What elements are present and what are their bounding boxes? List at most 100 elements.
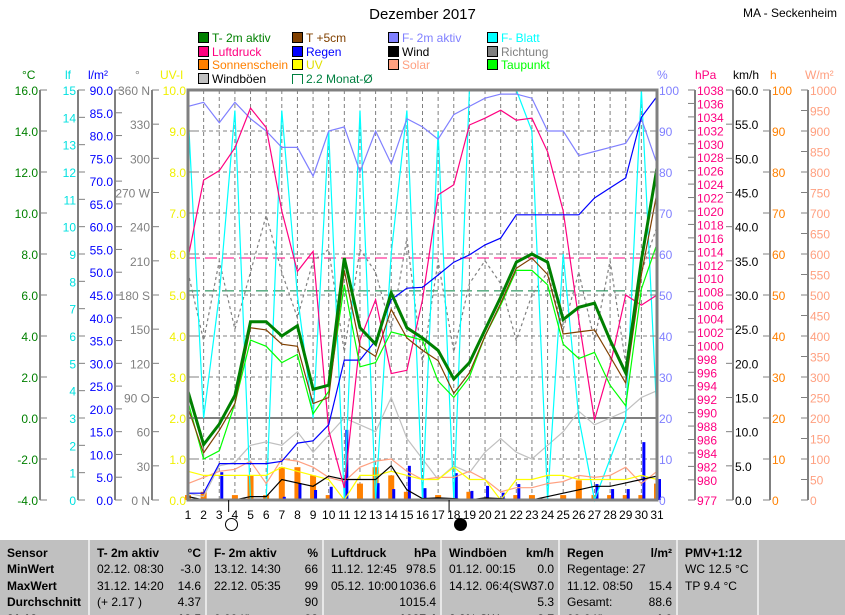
row-value: 5.3 <box>537 595 554 609</box>
axis-tick-label-wind: 20.0 <box>735 357 759 371</box>
axis-tick-label-rain: 30.0 <box>90 357 114 371</box>
legend-label: Solar <box>402 58 431 72</box>
row-label: 31.12. <box>7 611 40 615</box>
row-value: 1036.6 <box>399 578 436 593</box>
legend-label: T- 2m aktiv <box>212 31 271 45</box>
column-unit: hPa <box>413 546 436 560</box>
axis-tick-label-solar: 800 <box>810 166 830 180</box>
axis-tick-label-sun: 80 <box>772 166 786 180</box>
axis-tick-label-press: 998 <box>697 353 717 367</box>
legend-swatch <box>388 45 399 57</box>
rain-bar <box>407 465 411 500</box>
axis-unit-sun: h <box>770 68 777 82</box>
legend-swatch <box>292 32 303 43</box>
legend-label: Taupunkt <box>501 58 550 72</box>
rain-bar <box>314 489 318 500</box>
x-tick-label: 24 <box>541 508 555 522</box>
x-tick-label: 30 <box>635 508 649 522</box>
axis-unit-lf: lf <box>65 68 71 82</box>
axis-tick-label-wind: 45.0 <box>735 187 759 201</box>
axis-tick-label-press: 996 <box>697 366 717 380</box>
axis-tick-label-lf: 6 <box>69 330 76 344</box>
sunshine-bar <box>513 495 520 500</box>
axis-tick-label-press: 986 <box>697 434 717 448</box>
legend-label: Regen <box>306 44 342 59</box>
legend-item: Luftdruck <box>198 44 262 59</box>
row-label: 05.12. 10:00 <box>331 578 398 593</box>
legend-item: T +5cm <box>292 32 346 45</box>
x-tick-label: 27 <box>588 508 602 522</box>
axis-tick-label-rain: 55.0 <box>90 243 114 257</box>
axis-tick-label-press: 1038 <box>697 84 724 98</box>
x-tick-label: 16 <box>416 508 430 522</box>
row-value: 90 <box>304 595 318 609</box>
legend-swatch <box>198 59 209 70</box>
axis-tick-label-dir: 180 S <box>119 289 150 303</box>
row-value: -3.0 <box>180 562 201 576</box>
rain-bar <box>486 485 490 500</box>
legend-item: 2.2 Monat-Ø <box>292 72 373 86</box>
axis-tick-label-hum: 0 <box>659 494 666 508</box>
sunshine-bar <box>560 495 567 500</box>
legend-label: Windböen <box>212 71 267 86</box>
axis-unit-temp: °C <box>22 68 36 82</box>
rain-bar <box>470 490 474 500</box>
axis-tick-label-solar: 100 <box>810 453 830 467</box>
axis-tick-label-rain: 35.0 <box>90 335 114 349</box>
axis-tick-label-press: 988 <box>697 420 717 434</box>
axis-tick-label-lf: 8 <box>69 275 76 289</box>
axis-tick-label-press: 982 <box>697 460 717 474</box>
axis-tick-label-rain: 25.0 <box>90 380 114 394</box>
legend-label: F- 2m aktiv <box>402 31 462 45</box>
column-header: F- 2m aktiv <box>214 546 277 560</box>
axis-tick-label-temp: 4.0 <box>21 330 38 344</box>
axis-tick-label-lf: 9 <box>69 248 76 262</box>
axis-tick-label-dir: 60 <box>137 426 151 440</box>
axis-tick-label-wind: 15.0 <box>735 392 759 406</box>
axis-tick-label-rain: 80.0 <box>90 130 114 144</box>
legend-swatch <box>487 59 498 70</box>
row-value: 99 <box>304 578 318 593</box>
row-label: Gesamt: <box>567 595 613 609</box>
x-tick-label: 4 <box>232 508 239 522</box>
axis-tick-label-press: 984 <box>697 447 717 461</box>
sunshine-bar <box>638 495 645 500</box>
row-label: 02.12. 08:30 <box>97 562 164 576</box>
axis-tick-label-hum: 30 <box>659 371 673 385</box>
axis-unit-dir: ° <box>135 68 140 82</box>
x-tick-label: 14 <box>385 508 399 522</box>
row-value: 88.6 <box>648 595 672 609</box>
axis-tick-label-solar: 150 <box>810 433 830 447</box>
row-value: 1015.4 <box>399 595 436 609</box>
axis-tick-label-temp: 6.0 <box>21 289 38 303</box>
rain-bar <box>642 442 646 500</box>
axis-tick-label-uv: 3.0 <box>169 371 186 385</box>
sunshine-bar <box>466 491 473 500</box>
sunshine-bar <box>388 475 395 500</box>
sunshine-bar <box>607 495 614 500</box>
table-column: Regen l/m² Regentage: 27 11.12. 08:50 15.4 Ge… <box>558 540 678 615</box>
x-tick-label: 7 <box>278 508 285 522</box>
row-label: MinWert <box>7 562 55 576</box>
sunshine-bar <box>356 483 363 500</box>
axis-tick-label-hum: 80 <box>659 166 673 180</box>
legend-label: F- Blatt <box>501 31 540 45</box>
axis-tick-label-press: 1000 <box>697 339 724 353</box>
axis-tick-label-press: 1018 <box>697 218 724 232</box>
axis-tick-label-solar: 550 <box>810 269 830 283</box>
row-label: 2.8% SW <box>449 611 499 615</box>
axis-tick-label-sun: 70 <box>772 207 786 221</box>
row-label: 14.12. 06:4(SW <box>449 578 533 593</box>
row-label: Regentage: 27 <box>567 562 646 576</box>
axis-tick-label-solar: 200 <box>810 412 830 426</box>
axis-tick-label-solar: 900 <box>810 125 830 139</box>
column-header: T- 2m aktiv <box>97 546 160 560</box>
legend-label: Luftdruck <box>212 44 262 59</box>
axis-tick-label-wind: 30.0 <box>735 289 759 303</box>
legend-swatch <box>487 45 498 57</box>
axis-tick-label-rain: 5.0 <box>96 471 113 485</box>
axis-tick-label-wind: 60.0 <box>735 84 759 98</box>
axis-tick-label-temp: -4.0 <box>17 494 38 508</box>
row-value: 12.5 <box>178 611 201 615</box>
x-tick-label: 17 <box>431 508 445 522</box>
